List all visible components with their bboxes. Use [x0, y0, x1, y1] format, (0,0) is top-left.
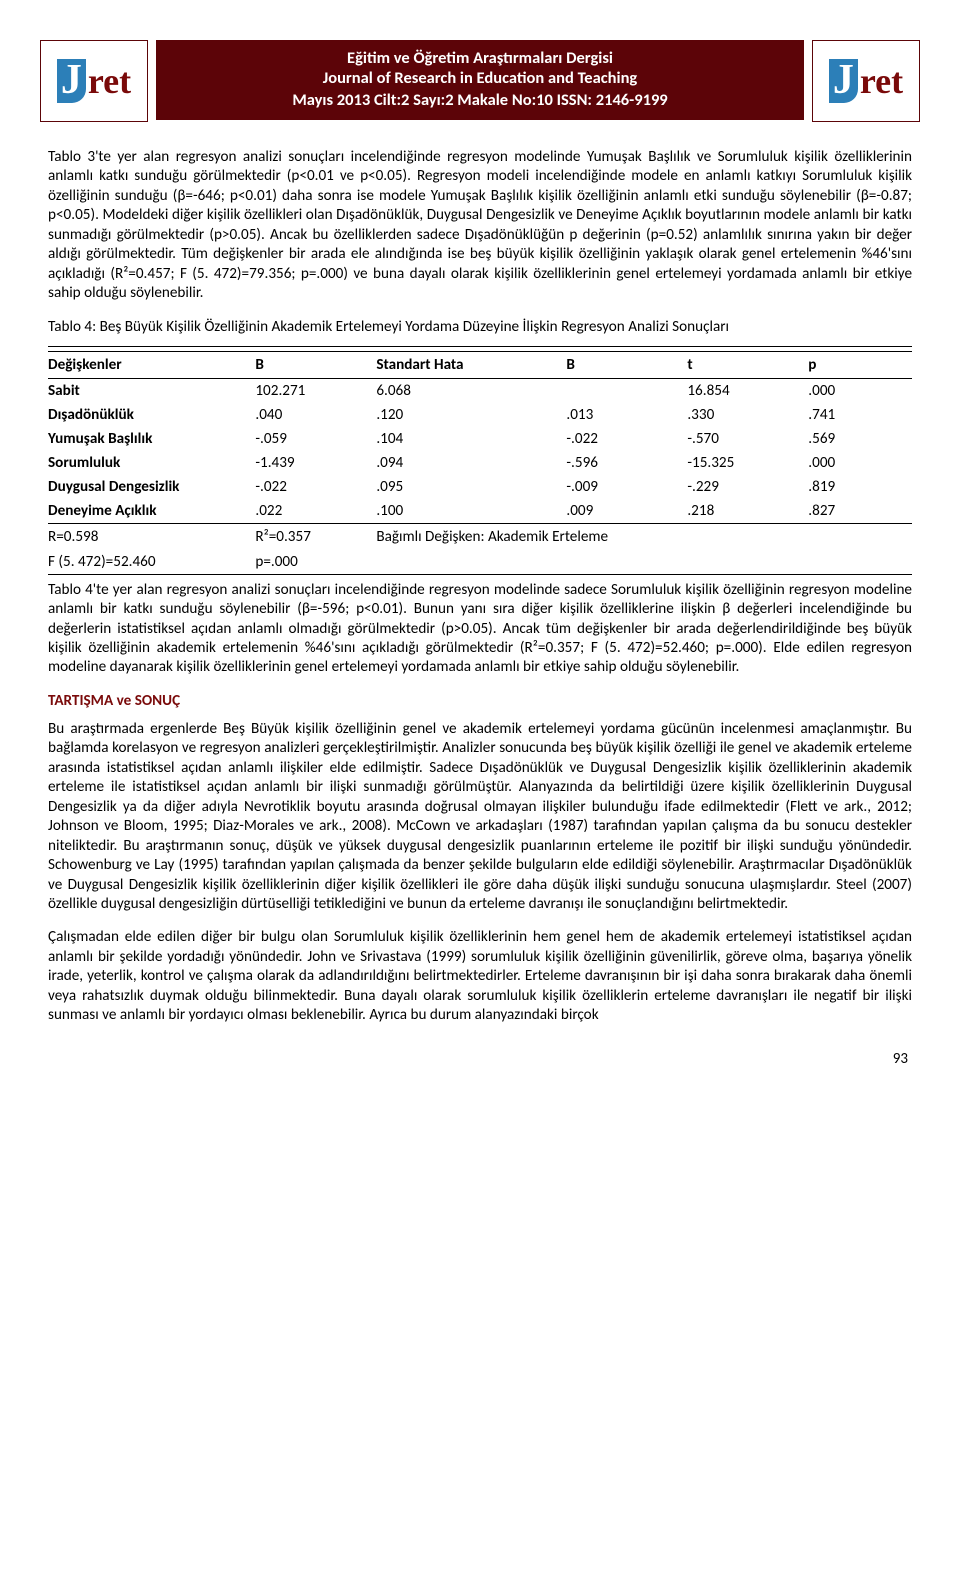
title-band: Eğitim ve Öğretim Araştırmaları Dergisi … [156, 40, 804, 120]
table4-col-p: p [808, 351, 912, 378]
table4-col-b: B [255, 351, 376, 378]
table4-f: F (5. 472)=52.460 [48, 549, 255, 575]
table4-r: R=0.598 [48, 523, 255, 549]
logo-j-right: J [829, 59, 858, 103]
table4: Değişkenler B Standart Hata Β t p Sabit … [48, 351, 912, 575]
section-discussion-title: TARTIŞMA ve SONUÇ [48, 692, 912, 710]
table-row: Deneyime Açıklık .022 .100 .009 .218 .82… [48, 499, 912, 524]
paragraph-4: Çalışmadan elde edilen diğer bir bulgu o… [48, 928, 912, 1025]
table4-col-beta: Β [566, 351, 687, 378]
table4-dep-var: Bağımlı Değişken: Akademik Erteleme [376, 523, 912, 549]
paragraph-3: Bu araştırmada ergenlerde Beş Büyük kişi… [48, 720, 912, 915]
table4-r2: R²=0.357 [255, 523, 376, 549]
logo-right: J ret [812, 40, 920, 122]
table-row: Sabit 102.271 6.068 16.854 .000 [48, 378, 912, 403]
table4-footer-row2: F (5. 472)=52.460 p=.000 [48, 549, 912, 575]
paragraph-1: Tablo 3'te yer alan regresyon analizi so… [48, 148, 912, 304]
journal-header: J ret Eğitim ve Öğretim Araştırmaları De… [48, 40, 912, 130]
table4-p: p=.000 [255, 549, 376, 575]
table4-footer-row1: R=0.598 R²=0.357 Bağımlı Değişken: Akade… [48, 523, 912, 549]
paragraph-2: Tablo 4'te yer alan regresyon analizi so… [48, 581, 912, 678]
table-row: Yumuşak Başlılık -.059 .104 -.022 -.570 … [48, 427, 912, 451]
journal-issue-line: Mayıs 2013 Cilt:2 Sayı:2 Makale No:10 IS… [164, 90, 796, 110]
journal-title-en: Journal of Research in Education and Tea… [164, 68, 796, 88]
table-row: Sorumluluk -1.439 .094 -.596 -15.325 .00… [48, 451, 912, 475]
logo-ret-left: ret [88, 63, 131, 99]
page-number: 93 [48, 1050, 912, 1068]
table4-caption: Tablo 4: Beş Büyük Kişilik Özelliğinin A… [48, 318, 912, 336]
journal-title-tr: Eğitim ve Öğretim Araştırmaları Dergisi [164, 48, 796, 68]
logo-left: J ret [40, 40, 148, 122]
table-row: Dışadönüklük .040 .120 .013 .330 .741 [48, 403, 912, 427]
table4-col-var: Değişkenler [48, 351, 255, 378]
table4-top-rule [48, 346, 912, 347]
logo-ret-right: ret [860, 63, 903, 99]
table4-col-t: t [687, 351, 808, 378]
table4-col-se: Standart Hata [376, 351, 566, 378]
table-row: Duygusal Dengesizlik -.022 .095 -.009 -.… [48, 475, 912, 499]
logo-j-left: J [57, 59, 86, 103]
